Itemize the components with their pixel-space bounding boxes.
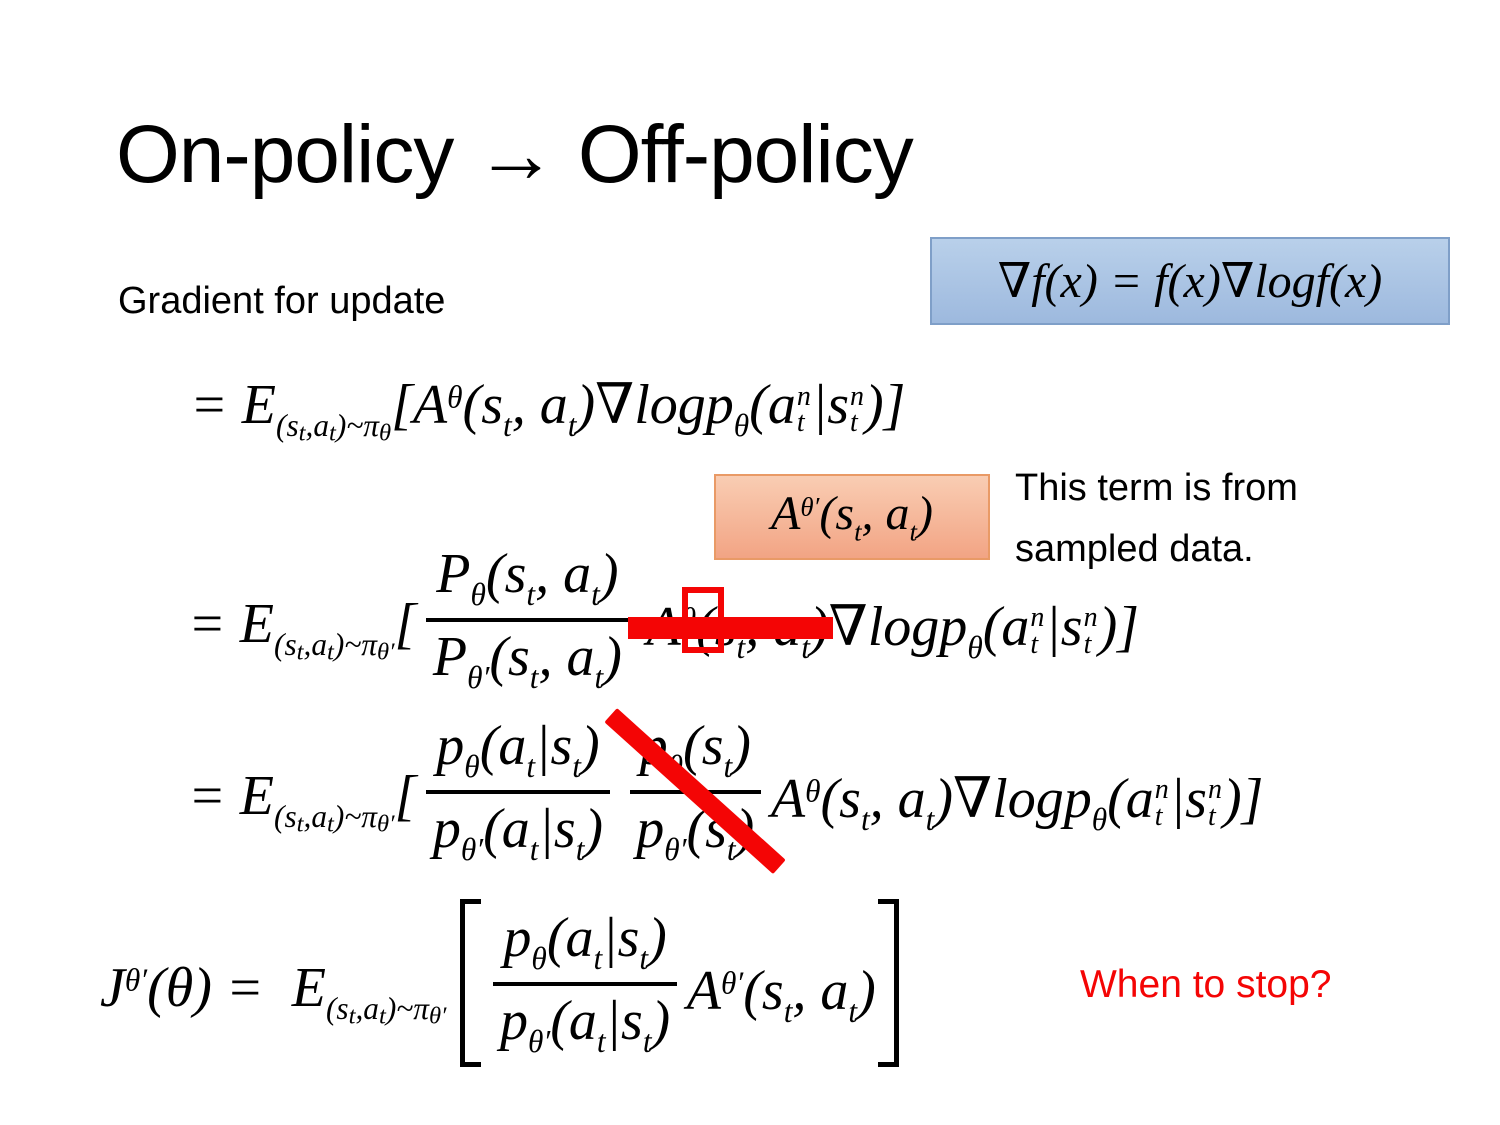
- sampled-data-note: This term is from sampled data.: [1015, 458, 1298, 580]
- advantage-term-box: Aθ′(st, at): [714, 474, 990, 560]
- page-title: On-policy → Off-policy: [116, 109, 914, 200]
- gradient-for-update-label: Gradient for update: [118, 280, 446, 322]
- equation-4-rhs: Aθ′(st, at): [686, 959, 876, 1029]
- equation-2-lhs: = E(st,at)~πθ′[: [188, 593, 417, 667]
- equation-3-rhs: Aθ(st, at)∇logpθ(a n t |s n t)]: [770, 767, 1264, 837]
- gradient-identity-box: ∇f(x) = f(x)∇logf(x): [930, 237, 1450, 325]
- gradient-identity-formula: ∇f(x) = f(x)∇logf(x): [997, 255, 1383, 308]
- equation-4-fraction: pθ(at|st) pθ′(at|st): [493, 908, 677, 1060]
- sampled-data-note-line2: sampled data.: [1015, 528, 1254, 570]
- equation-4: Jθ′(θ) = E(st,at)~πθ′ pθ(at|st) pθ′(at|s…: [100, 899, 899, 1067]
- equation-1: = E(st,at)~πθ[Aθ(st, at)∇logpθ(a n t |s n t)]: [190, 377, 905, 446]
- red-strikethrough-bar: [628, 616, 833, 639]
- equation-2-denominator: Pθ′(st, at): [432, 626, 622, 696]
- sampled-data-note-line1: This term is from: [1015, 467, 1298, 509]
- equation-3: = E(st,at)~πθ′[ pθ(at|st) pθ′(at|st) pθ(…: [188, 708, 1263, 874]
- equation-3-struck-fraction: pθ(st) pθ′(st): [604, 708, 786, 874]
- equation-4-lhs: Jθ′(θ) = E(st,at)~πθ′: [100, 957, 447, 1031]
- equation-2-struck-term: Aθ(st, at): [628, 586, 833, 664]
- right-bracket: [877, 899, 899, 1067]
- equation-3-fraction-1-denominator: pθ′(at|st): [432, 798, 604, 868]
- equation-2-numerator: Pθ(st, at): [426, 544, 629, 622]
- advantage-term-formula: Aθ′(st, at): [770, 487, 933, 547]
- equation-2-rhs: ∇logpθ(a n t |s n t)]: [828, 595, 1140, 665]
- equation-1-body: = E(st,at)~πθ[Aθ(st, at)∇logpθ(a n t |s n t)]: [190, 374, 906, 447]
- red-highlight-rect: [682, 586, 725, 653]
- left-bracket: [460, 899, 482, 1067]
- equation-4-numerator: pθ(at|st): [493, 908, 677, 986]
- equation-2: = E(st,at)~πθ′[ Pθ(st, at) Pθ′(st, at) A…: [188, 540, 1139, 698]
- equation-3-fraction-1: pθ(at|st) pθ′(at|st): [426, 716, 610, 868]
- equation-3-lhs: = E(st,at)~πθ′[: [188, 765, 417, 839]
- when-to-stop-label: When to stop?: [1080, 963, 1332, 1006]
- equation-4-denominator: pθ′(at|st): [499, 990, 671, 1060]
- equation-2-fraction: Pθ(st, at) Pθ′(st, at): [426, 544, 629, 696]
- equation-3-fraction-1-numerator: pθ(at|st): [426, 716, 610, 794]
